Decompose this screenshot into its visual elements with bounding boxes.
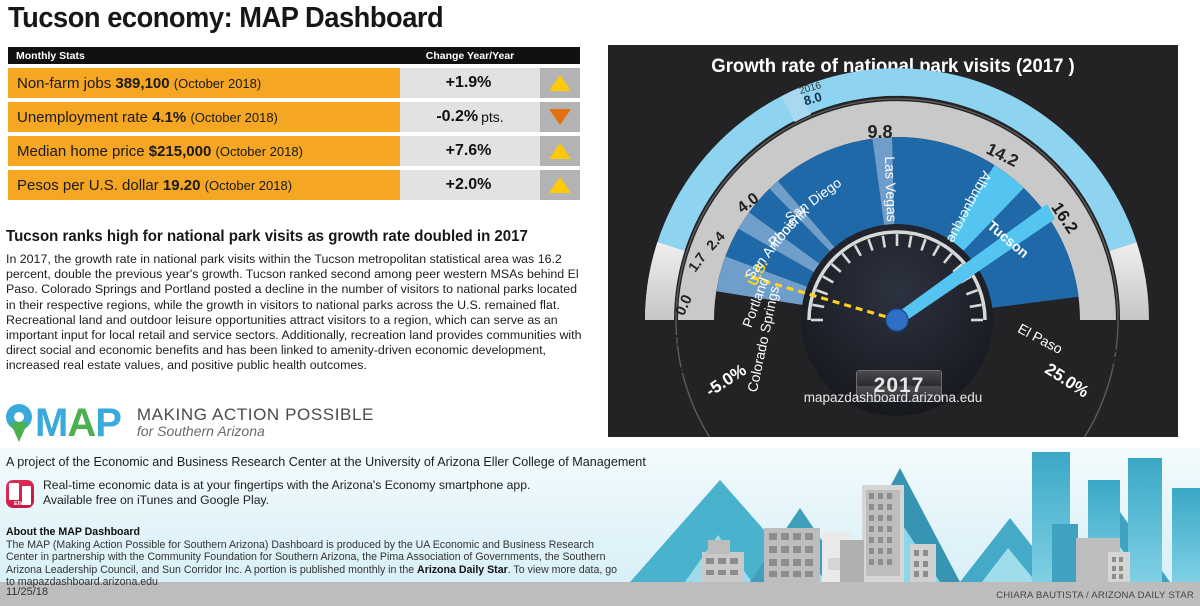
page-title: Tucson economy: MAP Dashboard [8, 2, 444, 34]
gauge-year-display: 2017 [856, 370, 942, 402]
change-suffix: pts. [481, 109, 504, 125]
gauge-prior-year-labels: 2016 8.0 [798, 80, 823, 108]
about-part1: The MAP (Making Action Possible for Sout… [6, 539, 606, 576]
stat-label-cell: Unemployment rate 4.1% (October 2018) [8, 102, 400, 132]
stat-value: $215,000 [148, 142, 212, 160]
stat-value: 4.1% [152, 108, 187, 126]
gauge-title: Growth rate of national park visits (201… [711, 55, 1075, 77]
tagline-secondary: for Southern Arizona [136, 423, 265, 439]
project-attribution: A project of the Economic and Business R… [6, 455, 646, 469]
change-cell: +7.6% [400, 136, 540, 166]
header-monthly-stats: Monthly Stats [16, 49, 85, 62]
change-value: -0.2% [436, 108, 479, 125]
gauge-svg: -2.4 -1.0 0.0 1.7 2.4 4.0 9.8 14.2 16.2 … [645, 68, 1149, 437]
stat-period: (October 2018) [204, 177, 293, 193]
app-icon-label: Eller [14, 501, 26, 507]
photo-credit: CHIARA BAUTISTA / ARIZONA DAILY STAR [996, 590, 1194, 601]
about-title: About the MAP Dashboard [6, 526, 140, 538]
indicator-cell [540, 68, 580, 98]
app-promo: Eller Real-time economic data is at your… [6, 478, 530, 508]
stat-period: (October 2018) [173, 75, 262, 91]
gauge-2016-marker [781, 87, 812, 122]
stat-name: Median home price [17, 142, 145, 160]
stat-value: 389,100 [115, 74, 170, 92]
stat-name: Unemployment rate [17, 108, 148, 126]
stat-value: 19.20 [162, 176, 201, 194]
table-row: Pesos per U.S. dollar 19.20 (October 201… [8, 170, 580, 200]
stat-label-cell: Median home price $215,000 (October 2018… [8, 136, 400, 166]
gauge-hub [885, 308, 909, 332]
about-body: The MAP (Making Action Possible for Sout… [6, 539, 621, 589]
change-value: +2.0% [445, 176, 492, 193]
stat-label-cell: Pesos per U.S. dollar 19.20 (October 201… [8, 170, 400, 200]
tick-label--2.4: -2.4 [677, 352, 697, 380]
wordmark-a: A [67, 401, 96, 445]
map-logo: MAP MAKING ACTION POSSIBLE for Southern … [6, 400, 374, 446]
change-cell: -0.2% pts. [400, 102, 540, 132]
change-cell: +1.9% [400, 68, 540, 98]
gauge-needle-tucson [897, 204, 1055, 327]
indicator-cell [540, 102, 580, 132]
gauge-track-band-remainder [1109, 242, 1149, 320]
change-value: +7.6% [445, 142, 492, 159]
table-header-row: Monthly Stats Change Year/Year [8, 47, 580, 64]
tick-label-9.8: 9.8 [867, 122, 892, 142]
app-promo-text: Real-time economic data is at your finge… [43, 478, 530, 507]
arrow-down-icon [549, 109, 571, 125]
gauge-dial-ticks [811, 234, 983, 322]
tick-label--1.0: -1.0 [669, 319, 692, 349]
stat-name: Non-farm jobs [17, 74, 112, 92]
gauge-us-reference-line [744, 273, 898, 322]
eller-app-icon[interactable]: Eller [6, 480, 34, 508]
ground-bar [0, 582, 1200, 606]
gauge-dial-arc [807, 230, 987, 321]
segment-label-las-vegas: Las Vegas [882, 156, 900, 222]
stat-period: (October 2018) [190, 109, 278, 125]
gauge-value-ring [678, 101, 1116, 320]
indicator-cell [540, 170, 580, 200]
prior-year-value: 8.0 [802, 89, 824, 108]
stat-period: (October 2018) [215, 143, 303, 159]
date-stamp: 11/25/18 [6, 586, 49, 598]
about-part2: . To view more data, go to mapazdashboar… [6, 563, 618, 589]
change-value: +1.9% [445, 74, 492, 91]
monthly-stats-table: Monthly Stats Change Year/Year Non-farm … [8, 47, 580, 200]
map-wordmark: MAP [35, 401, 122, 445]
segment-label-el-paso: El Paso [1015, 320, 1065, 357]
arrow-up-icon [549, 143, 571, 159]
table-row: Median home price $215,000 (October 2018… [8, 136, 580, 166]
tick-label-23.9: 23.9 [1108, 347, 1127, 379]
app-promo-line2: Available free on iTunes and Google Play… [43, 492, 270, 507]
indicator-cell [540, 136, 580, 166]
wordmark-p: P [95, 401, 122, 445]
about-block: About the MAP Dashboard The MAP (Making … [6, 526, 621, 589]
table-row: Non-farm jobs 389,100 (October 2018) +1.… [8, 68, 580, 98]
gauge-track-band-start [645, 242, 685, 320]
gauge-year-value: 2017 [873, 374, 925, 397]
cityscape-illustration [630, 452, 1200, 582]
stat-name: Pesos per U.S. dollar [17, 176, 159, 194]
gauge-source-url: mapazdashboard.arizona.edu [803, 390, 983, 405]
about-publication: Arizona Daily Star [417, 563, 508, 576]
logo-tagline: MAKING ACTION POSSIBLE for Southern Ariz… [137, 406, 374, 440]
stat-label-cell: Non-farm jobs 389,100 (October 2018) [8, 68, 400, 98]
arrow-up-icon [549, 75, 571, 91]
gauge-progress-band [645, 68, 1137, 320]
app-promo-line1: Real-time economic data is at your finge… [43, 478, 531, 492]
change-cell: +2.0% [400, 170, 540, 200]
table-row: Unemployment rate 4.1% (October 2018) -0… [8, 102, 580, 132]
article-headline: Tucson ranks high for national park visi… [6, 228, 528, 245]
header-change-yoy: Change Year/Year [425, 49, 515, 62]
tagline-primary: MAKING ACTION POSSIBLE [136, 405, 374, 424]
map-pin-icon [6, 404, 32, 442]
arrow-up-icon [549, 177, 571, 193]
article-body: In 2017, the growth rate in national par… [6, 252, 582, 373]
wordmark-m: M [35, 401, 68, 445]
gauge-chart-panel: Growth rate of national park visits (201… [608, 45, 1178, 437]
